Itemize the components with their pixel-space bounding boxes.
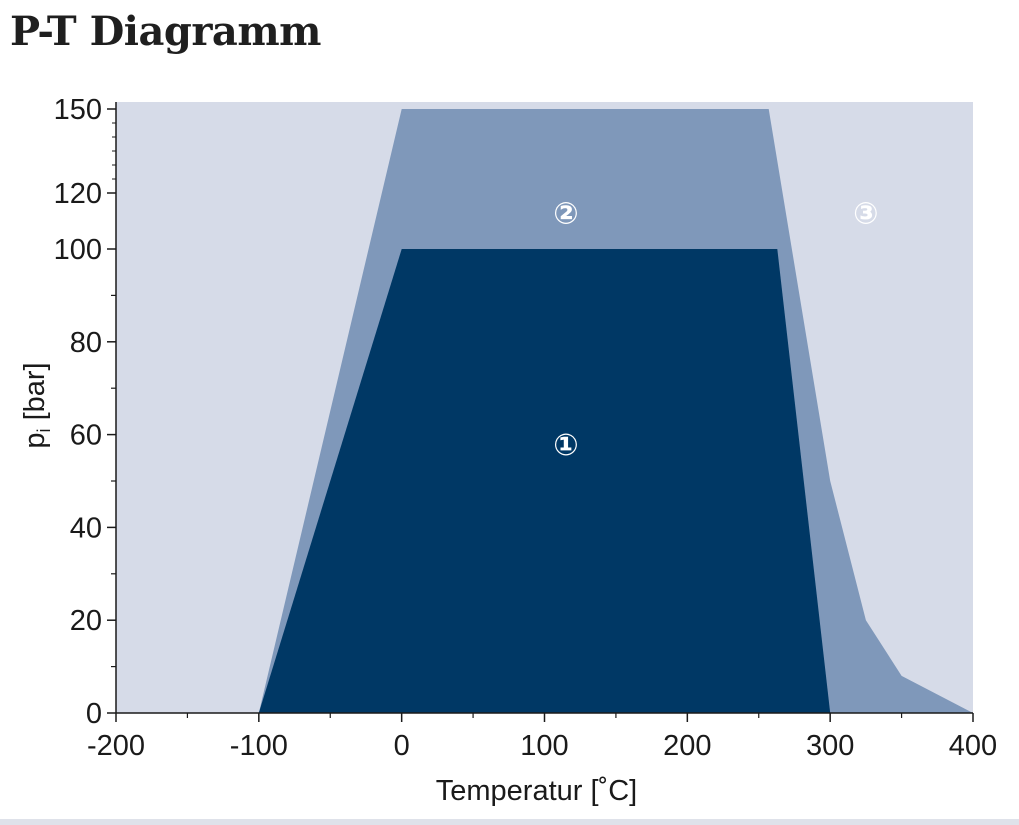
y-tick-label: 80 (70, 327, 102, 359)
y-tick-label: 60 (70, 420, 102, 452)
region-1-label: ① (553, 428, 578, 463)
y-tick-label: 150 (54, 94, 102, 126)
x-axis-title: Temperatur [˚C] (436, 775, 637, 807)
y-tick-label: 0 (86, 698, 102, 730)
chart-axes: -200 -100 0 100 200 300 400 0 20 40 60 80 100 120 150 (54, 94, 998, 762)
x-tick-label: 400 (949, 730, 997, 762)
chart-regions (116, 102, 973, 713)
x-tick-label: 100 (520, 730, 568, 762)
chart-labels: Temperatur [˚C] pi [bar] ① ② ③ (19, 197, 879, 807)
y-tick-label: 40 (70, 512, 102, 544)
region-3 (258, 249, 831, 713)
x-tick-label: 300 (806, 730, 854, 762)
x-tick-label: -200 (87, 730, 145, 762)
region-3-label: ③ (853, 197, 878, 232)
x-tick-label: -100 (230, 730, 288, 762)
y-tick-label: 20 (70, 605, 102, 637)
y-axis-title: pi [bar] (19, 362, 54, 448)
x-tick-label: 200 (663, 730, 711, 762)
bottom-divider (0, 819, 1019, 825)
region-2-label: ② (553, 197, 578, 232)
page-title: P-T Diagramm (10, 8, 321, 55)
y-tick-label: 120 (54, 178, 102, 210)
x-tick-label: 0 (394, 730, 410, 762)
y-tick-label: 100 (54, 234, 102, 266)
